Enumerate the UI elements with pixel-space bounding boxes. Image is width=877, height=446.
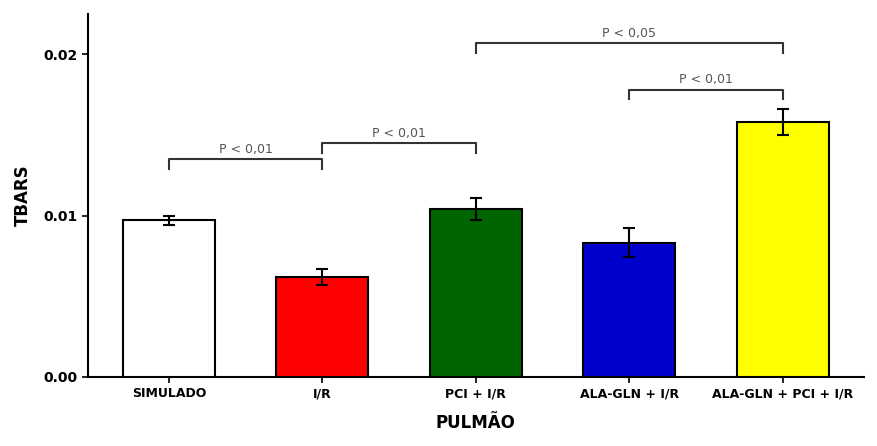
Bar: [123, 220, 215, 377]
Y-axis label: TBARS: TBARS: [14, 165, 32, 226]
Text: P < 0,01: P < 0,01: [372, 127, 425, 140]
Bar: [582, 243, 674, 377]
Bar: [430, 209, 521, 377]
X-axis label: PULMÃO: PULMÃO: [436, 414, 516, 432]
Bar: [736, 122, 828, 377]
Text: P < 0,01: P < 0,01: [678, 74, 732, 87]
Text: P < 0,01: P < 0,01: [218, 143, 273, 156]
Bar: [276, 277, 368, 377]
Text: P < 0,05: P < 0,05: [602, 27, 656, 40]
